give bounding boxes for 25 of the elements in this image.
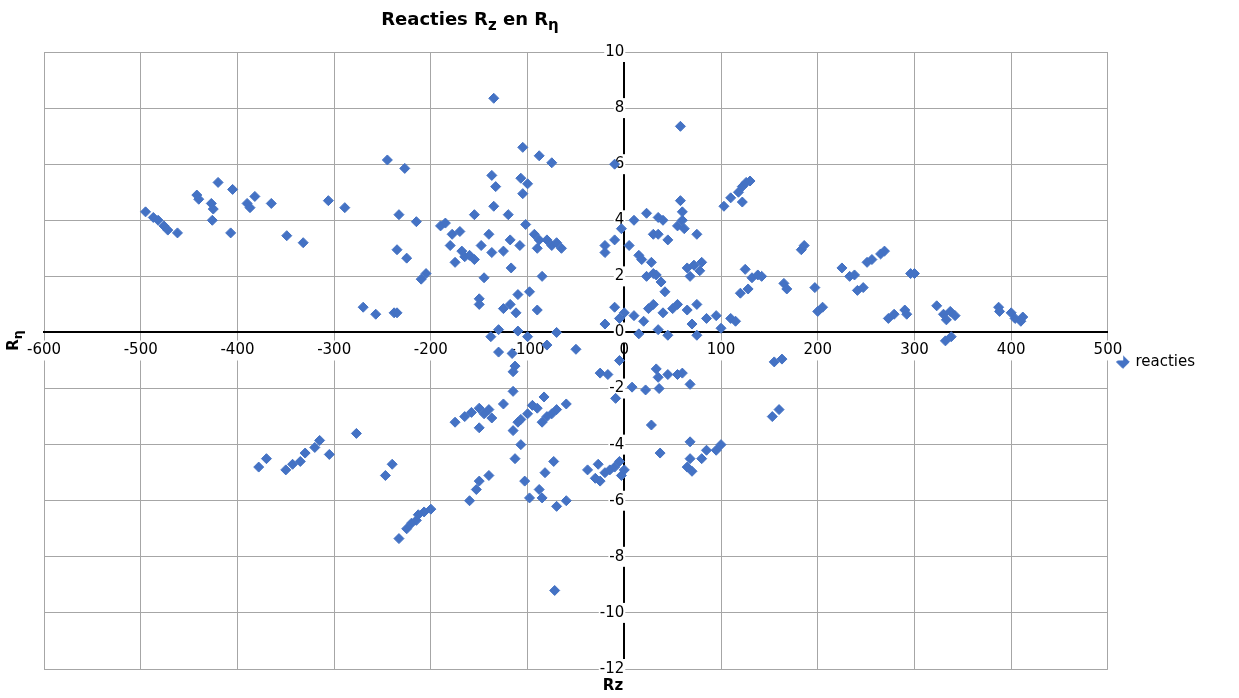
x-tick-label: 400: [996, 340, 1026, 359]
x-tick-label: -200: [413, 340, 448, 359]
x-tick-label: 300: [900, 340, 929, 359]
y-tick-label: -8: [609, 546, 625, 565]
y-tick-label: -4: [609, 434, 625, 453]
chart-title: Reacties R$_{z}$ en R$_{η}$: [380, 8, 560, 34]
x-tick-label: -400: [220, 340, 255, 359]
y-tick-label: -2: [609, 378, 625, 397]
legend-label: reacties: [1135, 351, 1196, 370]
y-tick-label: 4: [614, 210, 625, 229]
x-tick-label: 100: [706, 340, 736, 359]
y-tick-label: -12: [599, 658, 625, 677]
x-axis-title: Rz: [602, 676, 624, 694]
y-tick-label: -6: [609, 490, 625, 509]
x-tick-label: 200: [803, 340, 833, 359]
y-tick-label: -10: [599, 602, 625, 621]
x-tick-label: -100: [510, 340, 545, 359]
x-tick-label: -500: [123, 340, 158, 359]
y-tick-label: 0: [614, 322, 625, 341]
y-tick-label: 8: [614, 97, 625, 116]
y-tick-label: 10: [605, 41, 625, 60]
x-tick-label: 500: [1093, 340, 1123, 359]
x-tick-label: -600: [26, 340, 62, 359]
y-tick-label: 2: [614, 266, 625, 285]
x-tick-label: -300: [317, 340, 352, 359]
